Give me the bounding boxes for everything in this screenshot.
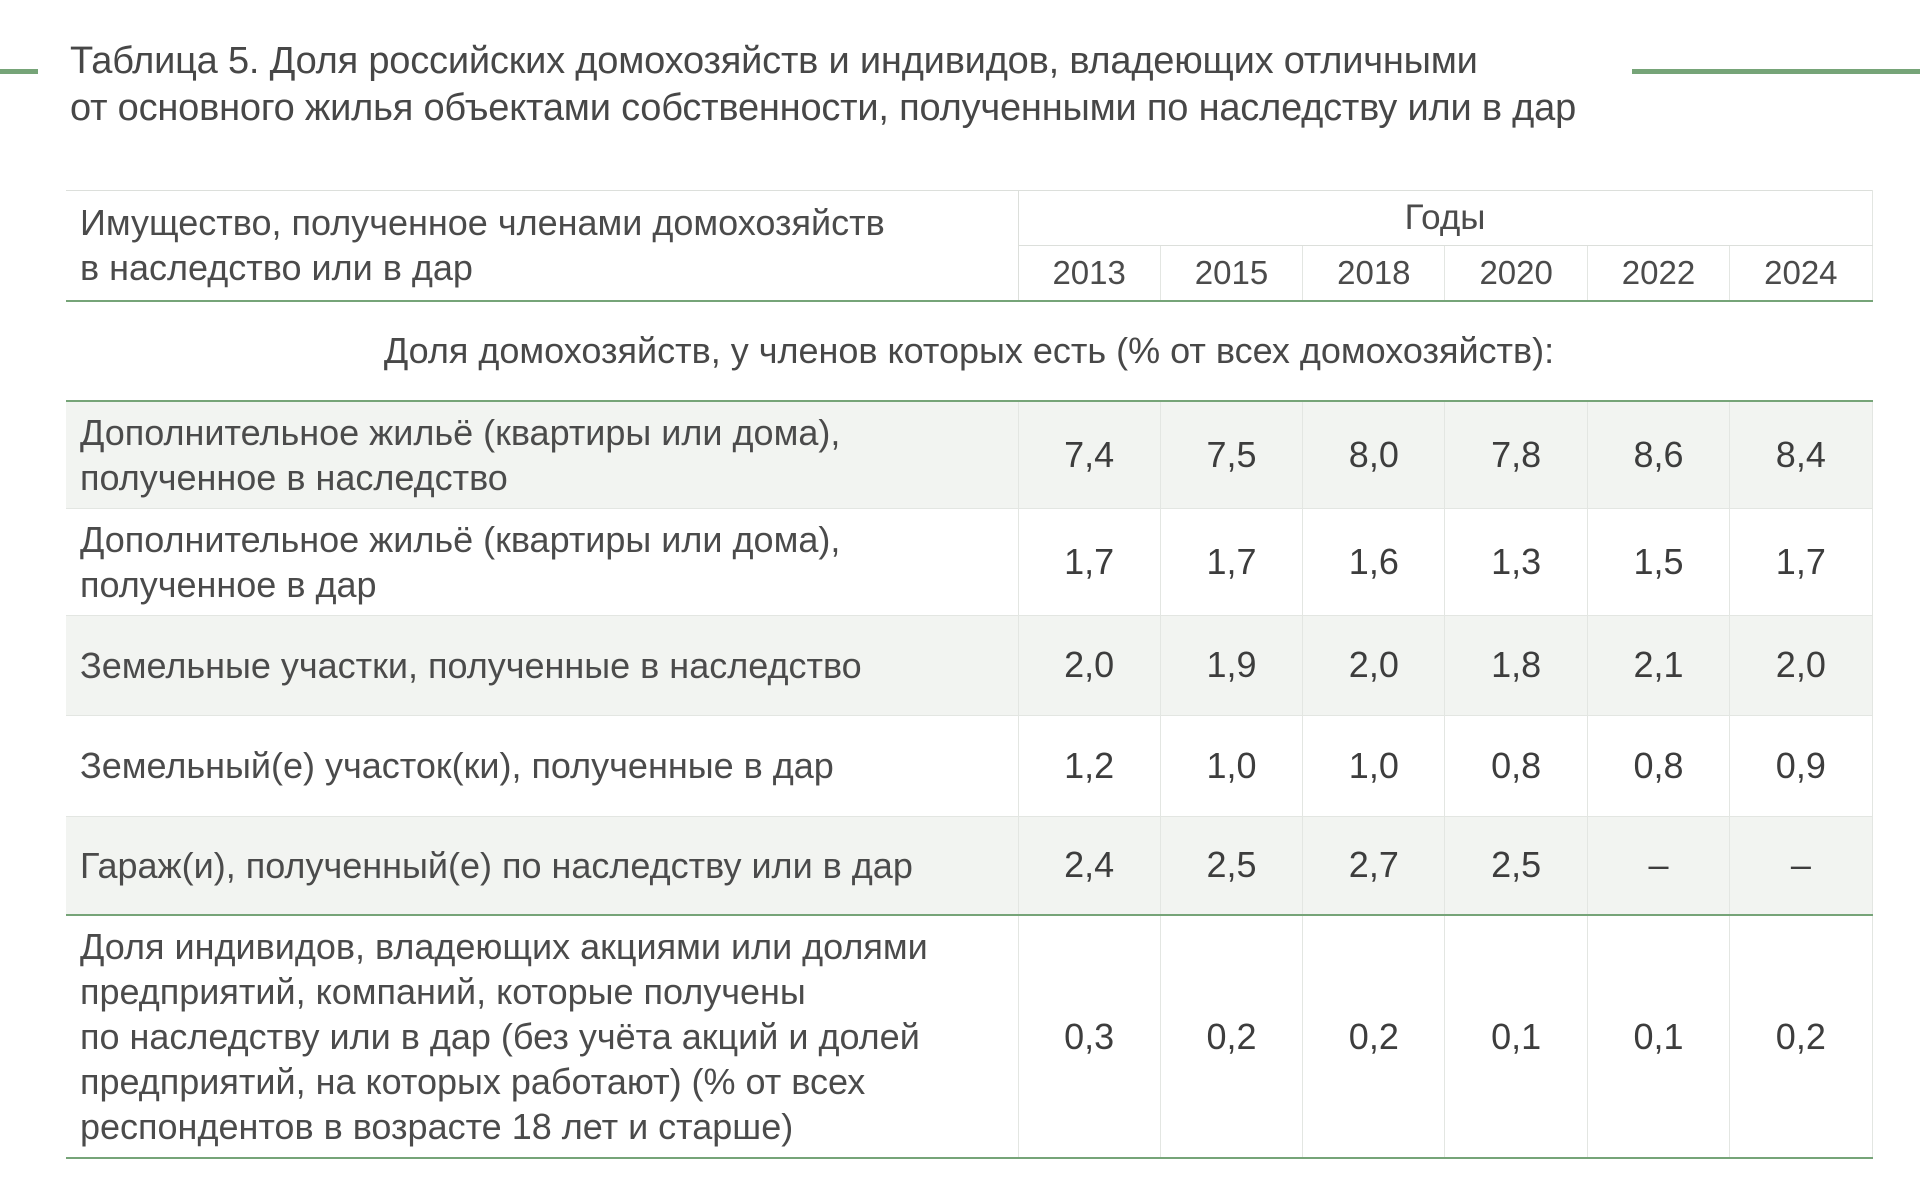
value-cell: 8,0 <box>1302 399 1445 509</box>
value-cell: 0,8 <box>1586 715 1730 817</box>
data-table: Имущество, полученное членами домохозяйс… <box>66 190 1873 1159</box>
year-header: 2022 <box>1586 245 1730 302</box>
value-cell: 1,7 <box>1017 508 1161 616</box>
value-cell: 2,1 <box>1586 615 1730 716</box>
value-cell: – <box>1729 816 1873 916</box>
row-label: Дополнительное жильё (квартиры или дома)… <box>66 508 1018 616</box>
value-cell: 1,3 <box>1444 508 1588 616</box>
table-row: Гараж(и), полученный(е) по наследству ил… <box>66 816 1873 916</box>
value-cell: 0,9 <box>1729 715 1873 817</box>
value-cell: 0,3 <box>1017 914 1161 1159</box>
table-row: Доля индивидов, владеющих акциями или до… <box>66 914 1873 1159</box>
value-cell: 2,5 <box>1159 816 1303 916</box>
table-row: Земельные участки, полученные в наследст… <box>66 615 1873 716</box>
value-cell: 1,6 <box>1302 508 1445 616</box>
title-accent-line-right <box>1632 69 1920 74</box>
row-label: Дополнительное жильё (квартиры или дома)… <box>66 399 1018 509</box>
value-cell: 1,5 <box>1586 508 1730 616</box>
value-cell: 0,2 <box>1302 914 1445 1159</box>
table-row: Дополнительное жильё (квартиры или дома)… <box>66 399 1873 509</box>
row-label: Доля индивидов, владеющих акциями или до… <box>66 914 1018 1159</box>
year-header: 2013 <box>1017 245 1161 302</box>
title-accent-line-left <box>0 69 38 74</box>
value-cell: 0,2 <box>1729 914 1873 1159</box>
value-cell: 2,7 <box>1302 816 1445 916</box>
value-cell: 0,1 <box>1586 914 1730 1159</box>
value-cell: 1,7 <box>1159 508 1303 616</box>
value-cell: 0,1 <box>1444 914 1588 1159</box>
value-cell: 2,0 <box>1302 615 1445 716</box>
value-cell: 2,0 <box>1729 615 1873 716</box>
row-label: Гараж(и), полученный(е) по наследству ил… <box>66 816 1018 916</box>
value-cell: 7,4 <box>1017 399 1161 509</box>
value-cell: 7,8 <box>1444 399 1588 509</box>
year-header: 2018 <box>1302 245 1445 302</box>
value-cell: 0,8 <box>1444 715 1588 817</box>
value-cell: 1,0 <box>1302 715 1445 817</box>
value-cell: 1,7 <box>1729 508 1873 616</box>
value-cell: 1,8 <box>1444 615 1588 716</box>
value-cell: 2,4 <box>1017 816 1161 916</box>
value-cell: 1,9 <box>1159 615 1303 716</box>
year-header: 2015 <box>1159 245 1303 302</box>
year-header: 2024 <box>1729 245 1873 302</box>
value-cell: 2,0 <box>1017 615 1161 716</box>
header-group-cell: Годы <box>1018 190 1873 246</box>
section-title: Доля домохозяйств, у членов которых есть… <box>66 300 1873 401</box>
value-cell: 8,6 <box>1586 399 1730 509</box>
table-header-row-years: 2013 2015 2018 2020 2022 2024 <box>66 245 1873 302</box>
value-cell: 1,0 <box>1159 715 1303 817</box>
row-label: Земельные участки, полученные в наследст… <box>66 615 1018 716</box>
page-title: Таблица 5. Доля российских домохозяйств … <box>70 40 1577 129</box>
value-cell: 2,5 <box>1444 816 1588 916</box>
table-header-row-group: Имущество, полученное членами домохозяйс… <box>66 190 1873 302</box>
value-cell: 0,2 <box>1159 914 1303 1159</box>
data-table-container: Имущество, полученное членами домохозяйс… <box>66 190 1873 1159</box>
row-label: Земельный(е) участок(ки), полученные в д… <box>66 715 1018 817</box>
header-stub-cell: Имущество, полученное членами домохозяйс… <box>66 190 1019 302</box>
value-cell: – <box>1586 816 1730 916</box>
value-cell: 1,2 <box>1017 715 1161 817</box>
table-row: Земельный(е) участок(ки), полученные в д… <box>66 715 1873 817</box>
table-row: Дополнительное жильё (квартиры или дома)… <box>66 508 1873 616</box>
value-cell: 7,5 <box>1159 399 1303 509</box>
value-cell: 8,4 <box>1729 399 1873 509</box>
year-header: 2020 <box>1444 245 1588 302</box>
section-title-row: Доля домохозяйств, у членов которых есть… <box>66 300 1873 401</box>
